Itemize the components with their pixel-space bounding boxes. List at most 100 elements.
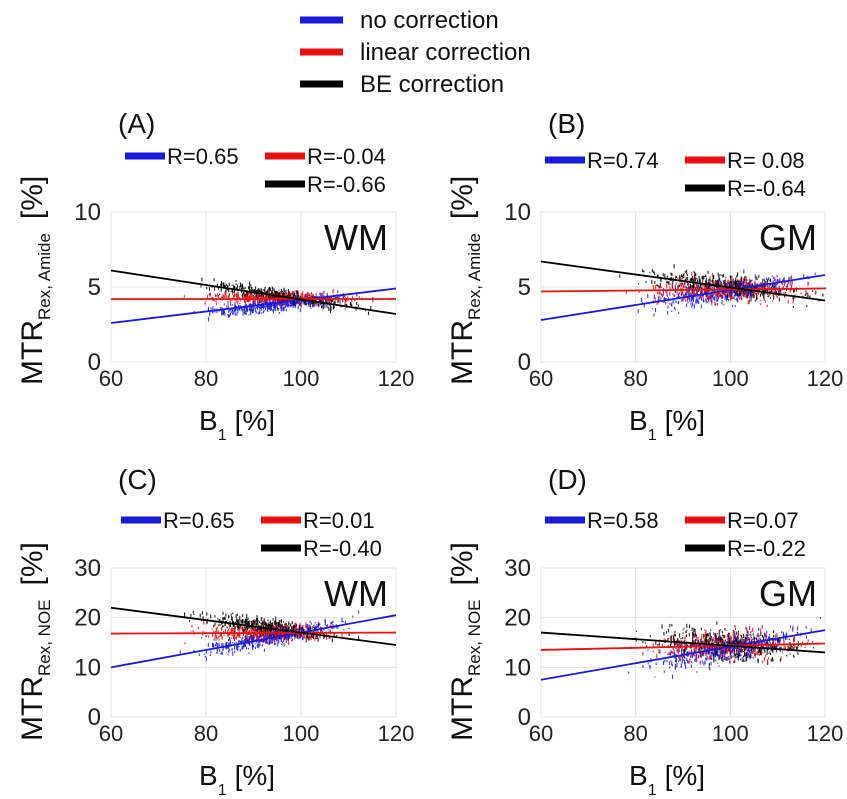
scatter-point bbox=[768, 652, 770, 654]
scatter-point bbox=[755, 277, 757, 281]
scatter-point bbox=[733, 660, 735, 663]
scatter-point bbox=[705, 284, 707, 289]
scatter-point bbox=[683, 273, 685, 275]
scatter-point bbox=[260, 295, 262, 297]
scatter-point bbox=[732, 281, 734, 285]
scatter-point bbox=[769, 297, 772, 299]
scatter-point bbox=[313, 634, 315, 639]
scatter-point bbox=[313, 302, 315, 308]
scatter-point bbox=[796, 631, 798, 634]
scatter-point bbox=[291, 302, 293, 307]
scatter-point bbox=[752, 656, 754, 659]
scatter-point bbox=[237, 293, 239, 298]
scatter-point bbox=[708, 637, 710, 641]
scatter-point bbox=[239, 615, 241, 620]
scatter-point bbox=[797, 644, 799, 647]
scatter-point bbox=[291, 626, 293, 630]
scatter-point bbox=[736, 279, 739, 283]
scatter-point bbox=[654, 280, 656, 284]
scatter-point bbox=[709, 655, 711, 657]
fit-line-be-correction bbox=[110, 606, 397, 646]
scatter-point bbox=[776, 633, 778, 638]
scatter-point bbox=[312, 302, 314, 305]
scatter-point bbox=[721, 640, 723, 642]
scatter-point bbox=[234, 299, 236, 301]
scatter-point bbox=[702, 646, 704, 650]
scatter-point bbox=[260, 307, 262, 309]
scatter-point bbox=[210, 614, 212, 619]
scatter-point bbox=[205, 649, 207, 654]
scatter-point bbox=[339, 301, 341, 306]
scatter-point bbox=[665, 631, 668, 634]
scatter-point bbox=[739, 639, 741, 644]
scatter-point bbox=[700, 304, 702, 309]
scatter-point bbox=[756, 634, 758, 637]
scatter-point bbox=[654, 308, 657, 313]
scatter-point bbox=[675, 282, 677, 285]
scatter-point bbox=[710, 651, 712, 654]
scatter-point bbox=[289, 304, 291, 308]
scatter-point bbox=[711, 636, 713, 639]
scatter-point bbox=[179, 650, 181, 654]
scatter-point bbox=[671, 272, 673, 277]
scatter-point bbox=[279, 636, 281, 640]
scatter-point bbox=[318, 297, 320, 303]
scatter-point bbox=[341, 618, 343, 623]
scatter-point bbox=[765, 285, 767, 287]
scatter-point bbox=[286, 635, 288, 639]
scatter-point bbox=[770, 289, 773, 293]
scatter-point bbox=[273, 629, 275, 633]
scatter-point bbox=[789, 625, 792, 628]
scatter-point bbox=[348, 633, 350, 637]
scatter-point bbox=[311, 626, 313, 628]
scatter-point bbox=[259, 633, 261, 637]
y-tick-label: 0 bbox=[518, 349, 531, 376]
scatter-point bbox=[222, 619, 224, 623]
scatter-point bbox=[256, 628, 258, 633]
scatter-point bbox=[245, 312, 247, 315]
scatter-point bbox=[330, 621, 332, 625]
scatter-point bbox=[223, 634, 225, 637]
scatter-point bbox=[266, 623, 268, 626]
scatter-point bbox=[276, 305, 278, 309]
scatter-point bbox=[258, 626, 260, 630]
scatter-point bbox=[656, 654, 658, 659]
scatter-point bbox=[260, 617, 262, 622]
scatter-point bbox=[266, 290, 268, 292]
scatter-point bbox=[635, 639, 637, 642]
scatter-point bbox=[702, 294, 704, 297]
scatter-point bbox=[325, 296, 327, 300]
scatter-point bbox=[201, 637, 203, 639]
y-axis-label-sub: Rex, Amide bbox=[465, 233, 484, 320]
scatter-point bbox=[239, 286, 241, 290]
scatter-point bbox=[326, 300, 329, 304]
scatter-point bbox=[683, 654, 685, 659]
scatter-point bbox=[227, 305, 229, 310]
scatter-point bbox=[255, 643, 257, 645]
scatter-point bbox=[670, 649, 672, 654]
scatter-point bbox=[337, 625, 339, 630]
scatter-point bbox=[238, 634, 241, 637]
scatter-point bbox=[217, 295, 220, 300]
scatter-point bbox=[259, 643, 261, 646]
scatter-point bbox=[334, 300, 336, 304]
scatter-point bbox=[800, 643, 802, 648]
scatter-point bbox=[716, 652, 719, 657]
scatter-point bbox=[769, 633, 771, 636]
scatter-point bbox=[252, 308, 254, 312]
scatter-point bbox=[750, 297, 752, 302]
scatter-point bbox=[773, 630, 775, 634]
scatter-point bbox=[351, 295, 353, 300]
scatter-point bbox=[312, 626, 314, 628]
scatter-point bbox=[262, 305, 264, 309]
scatter-point bbox=[696, 297, 698, 300]
scatter-point bbox=[763, 299, 765, 301]
x-axis-label-unit: [%] bbox=[665, 405, 705, 436]
scatter-point bbox=[343, 294, 345, 298]
scatter-point bbox=[739, 658, 742, 661]
scatter-point bbox=[782, 282, 784, 286]
scatter-point bbox=[217, 286, 219, 290]
scatter-point bbox=[727, 655, 729, 660]
scatter-point bbox=[292, 639, 294, 641]
scatter-point bbox=[254, 628, 256, 633]
